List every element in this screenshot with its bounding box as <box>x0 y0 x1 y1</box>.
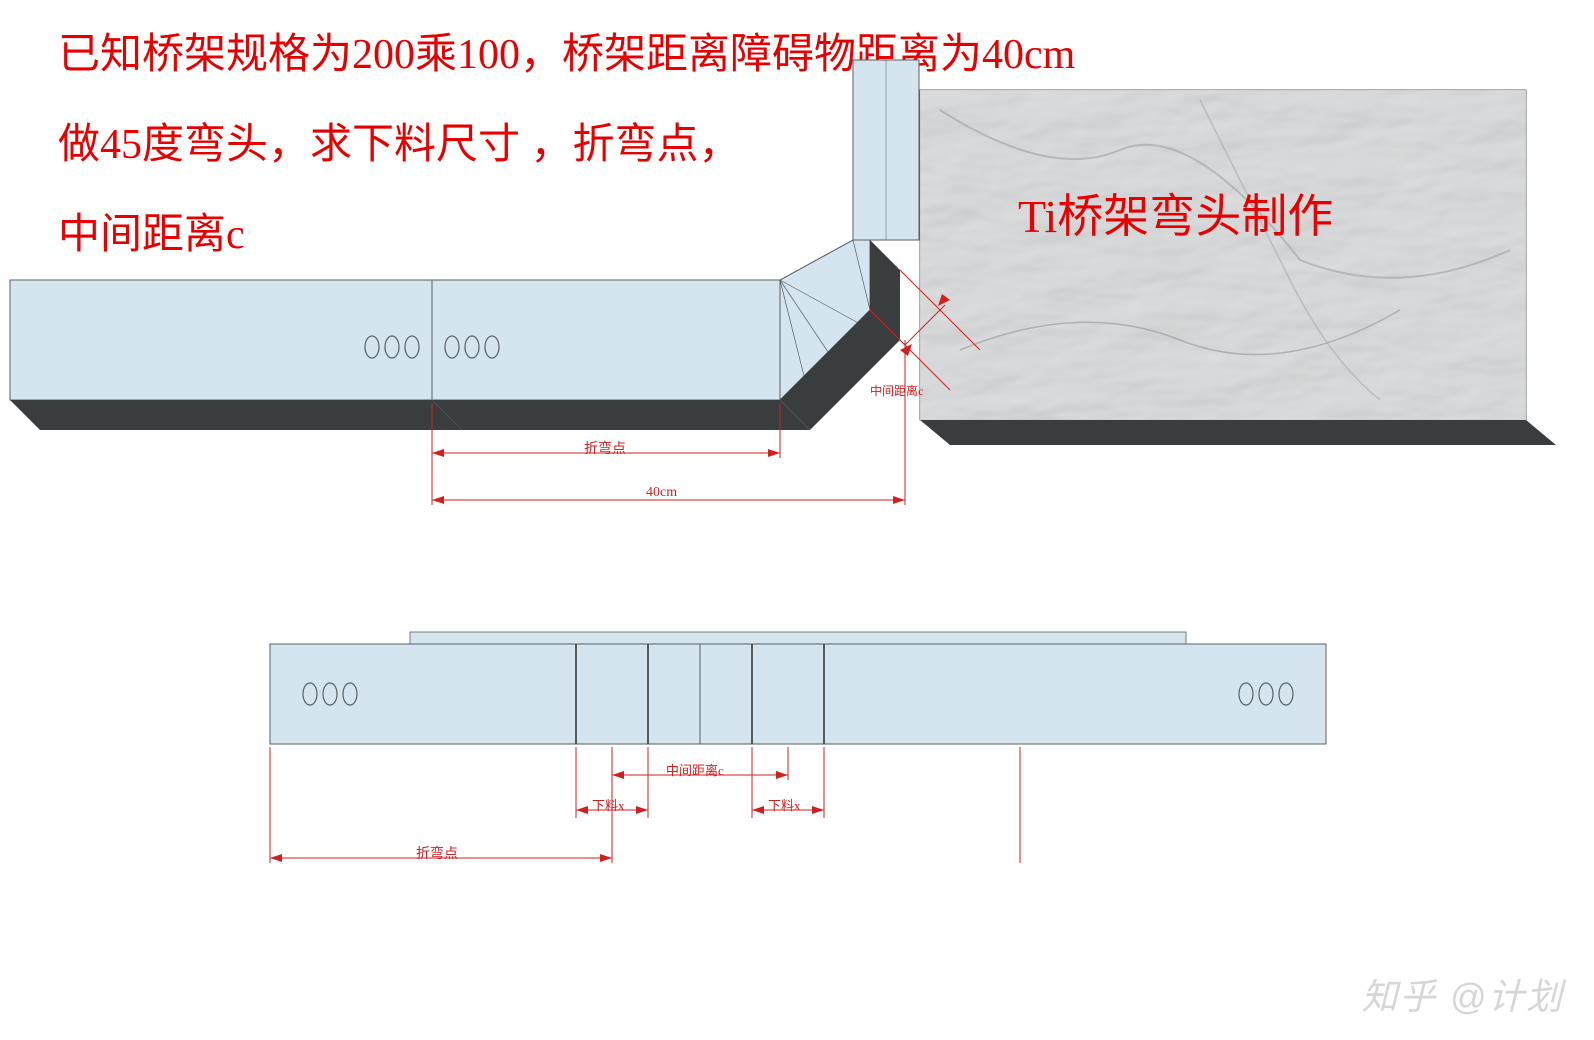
dim-cutx-right: 下料x <box>768 795 801 814</box>
flat-pattern-view <box>0 600 1594 1040</box>
bridge-horizontal-1 <box>10 280 432 400</box>
dim-bend-point-flat: 折弯点 <box>416 843 458 863</box>
bridge-horizontal-2 <box>432 280 780 400</box>
dim-40cm: 40cm <box>646 485 677 501</box>
dim-mid-c-top: 中间距离c <box>870 382 923 399</box>
top-3d-view <box>0 0 1594 560</box>
bridge-shadow-2 <box>432 400 810 430</box>
watermark-footer: 知乎 @计划 <box>1361 968 1564 1020</box>
watermark-main: Ti桥架弯头制作 <box>1018 180 1333 246</box>
dim-mid-c-flat: 中间距离c <box>666 760 724 779</box>
dim-cutx-left: 下料x <box>592 795 625 814</box>
obstacle-shadow <box>920 420 1556 445</box>
flat-strip <box>270 644 1326 744</box>
bridge-shadow-1 <box>10 400 462 430</box>
dim-bend-point-top: 折弯点 <box>584 438 626 458</box>
